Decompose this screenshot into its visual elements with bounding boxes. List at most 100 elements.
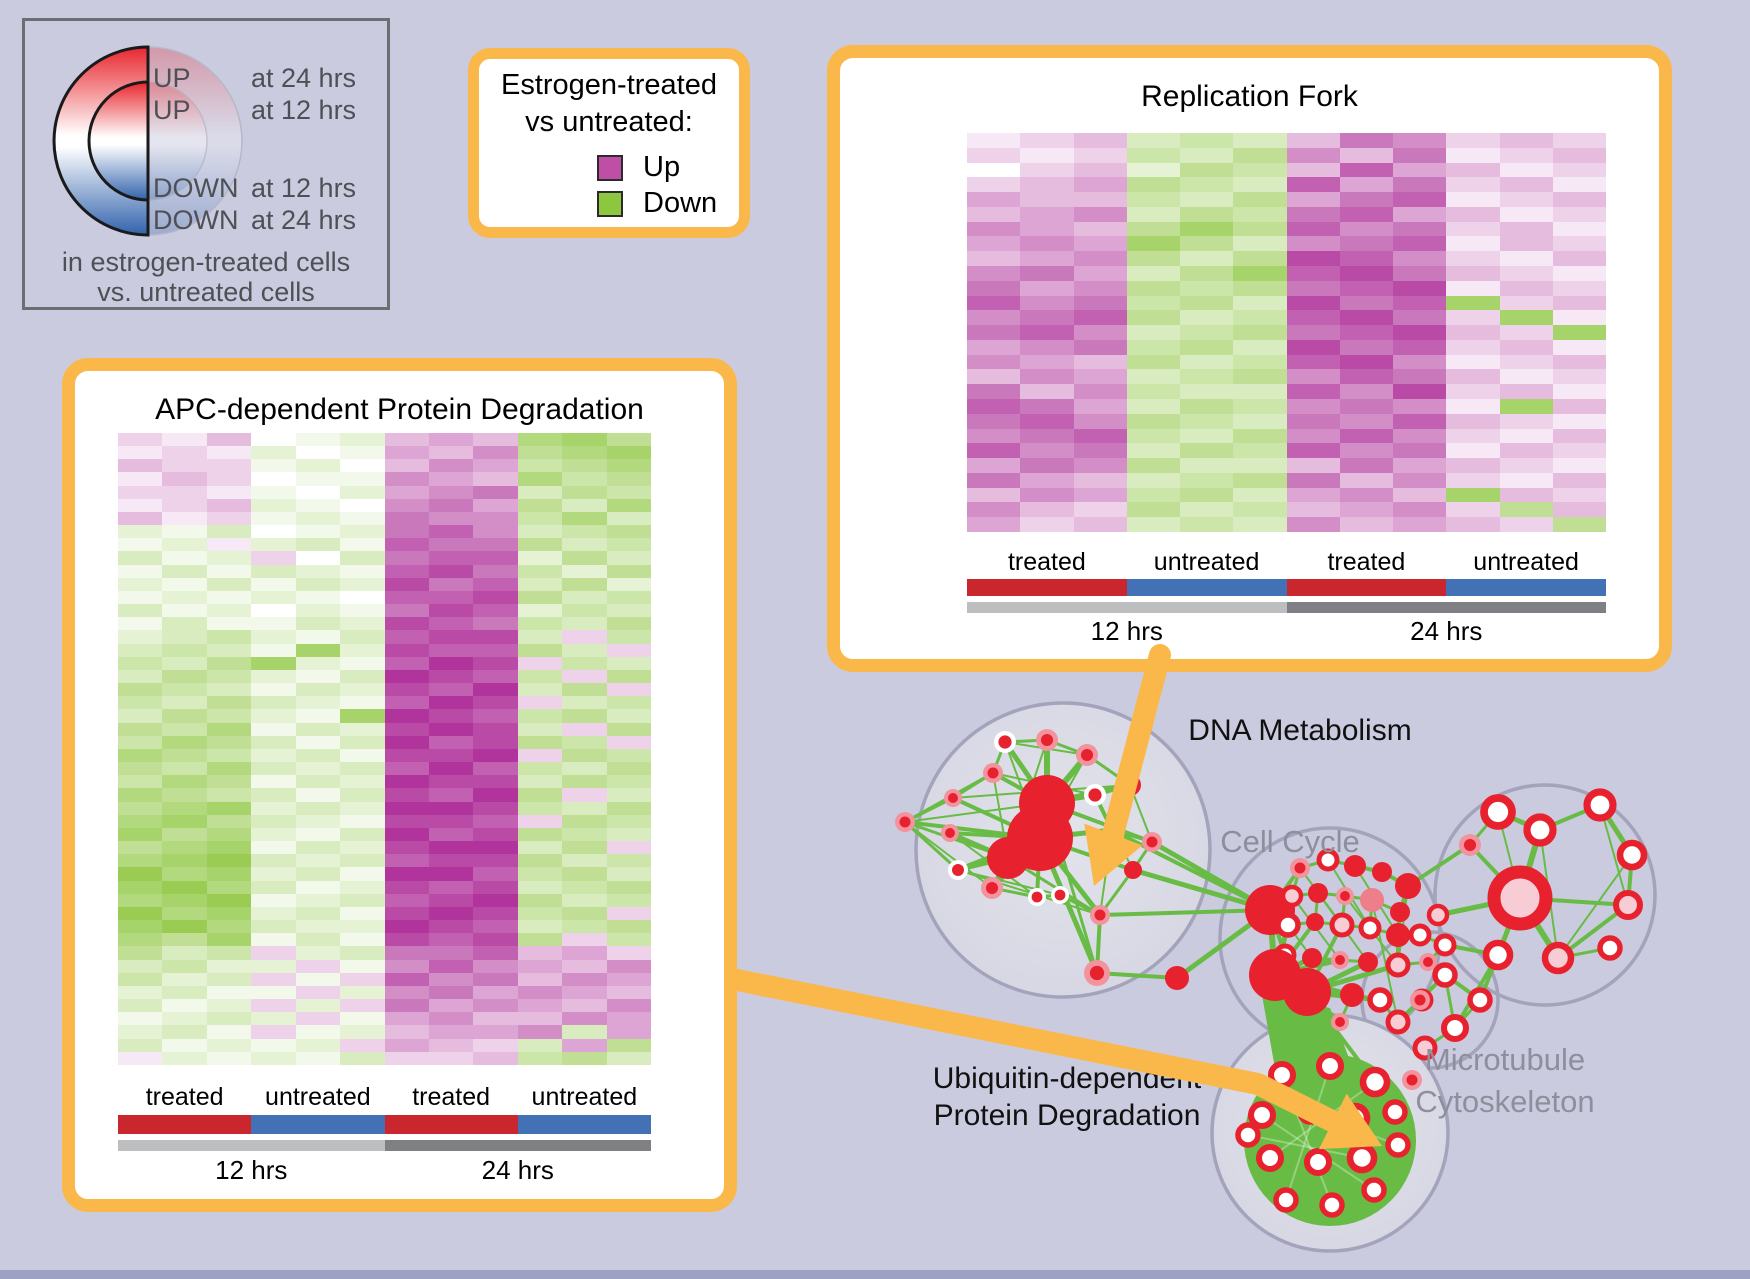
heatmap-cell (295, 880, 341, 894)
heatmap-cell (1499, 487, 1553, 503)
network-edge (1298, 858, 1330, 870)
gene-node-halo (1402, 1070, 1422, 1090)
heatmap-cell (162, 854, 207, 868)
gene-node-solid (1344, 855, 1366, 877)
network-edge (904, 802, 1048, 823)
network-edge (1004, 741, 1088, 756)
heatmap-cell (1233, 221, 1287, 237)
heatmap-cell (1233, 295, 1287, 311)
heatmap-cell (251, 538, 296, 552)
heatmap-cell (1073, 251, 1127, 266)
heatmap-cell (473, 854, 518, 868)
gene-node-halo-core (985, 881, 999, 895)
heatmap-cell (340, 696, 385, 710)
heatmap-cell (1552, 458, 1606, 473)
network-edge (1006, 856, 1102, 917)
heatmap-cell (517, 762, 563, 776)
heatmap-cell (1393, 162, 1447, 178)
network-edge (1518, 896, 1630, 907)
heatmap-cell (1020, 265, 1074, 281)
heatmap-cell (295, 999, 341, 1013)
heatmap-cell (606, 577, 651, 591)
heatmap-cell (606, 683, 651, 697)
heatmap-cell (340, 656, 385, 670)
heatmap-cell (562, 814, 607, 828)
gene-node-solid (1358, 952, 1378, 972)
heatmap-cell (1552, 162, 1606, 178)
heatmap-cell (384, 999, 429, 1013)
heatmap-cell (473, 788, 518, 802)
heatmap-cell (517, 722, 563, 736)
network-edge (1517, 895, 1561, 961)
heatmap-cell (1552, 251, 1606, 266)
gene-node-ring (1597, 935, 1623, 961)
heatmap-cell (517, 525, 563, 539)
heatmap-cell (1286, 517, 1340, 532)
treatment-bar-segment (967, 579, 1127, 596)
heatmap-cell (384, 1012, 429, 1026)
gene-node-ring (1523, 813, 1557, 847)
flow-arrow-head (1084, 823, 1143, 886)
heatmap-cell (295, 827, 341, 842)
gene-node-ring (1382, 1099, 1408, 1125)
heatmap-cell (562, 459, 607, 473)
heatmap-cell (517, 985, 563, 1000)
network-edge (903, 820, 1010, 860)
heatmap-cell (384, 696, 429, 710)
heatmap-cell (206, 433, 252, 447)
treatment-bar-segment (1286, 579, 1447, 596)
heatmap-cell (162, 1025, 207, 1039)
heatmap-cell (1020, 472, 1074, 488)
heatmap-cell (967, 487, 1021, 503)
gene-node-halo (1410, 990, 1430, 1010)
heatmap-cell (206, 538, 252, 552)
heatmap-cell (1126, 192, 1180, 207)
network-edge (1003, 738, 1049, 744)
heatmap-cell (162, 459, 207, 473)
heatmap-cell (1286, 206, 1340, 222)
heatmap-cell (562, 906, 607, 921)
heatmap-cell (162, 788, 207, 802)
heatmap-cell (118, 1025, 163, 1039)
network-edge (992, 772, 1096, 796)
heatmap-cell (473, 906, 518, 921)
heatmap-cell (473, 617, 518, 631)
heatmap-cell (967, 398, 1021, 414)
time-label: 24 hrs (481, 1155, 554, 1185)
heatmap-cell (606, 1012, 651, 1026)
gene-node-ring-pink (1412, 1035, 1438, 1061)
down-swatch-icon (597, 190, 623, 217)
heatmap-cell (967, 502, 1021, 518)
heatmap-cell (967, 133, 1021, 148)
heatmap-cell (162, 827, 207, 842)
network-edge (1418, 973, 1447, 1002)
heatmap-cell (1073, 472, 1127, 488)
heatmap-cell (384, 880, 429, 894)
heatmap-cell (118, 893, 163, 907)
heatmap-cell (473, 485, 518, 499)
heatmap-cell (428, 1038, 474, 1052)
heatmap-cell (428, 1012, 474, 1026)
network-edge (1340, 894, 1347, 927)
heatmap-cell (162, 1051, 207, 1065)
heatmap-cell (473, 920, 518, 934)
heatmap-cell (118, 775, 163, 789)
heatmap-cell (206, 748, 252, 763)
heatmap-cell (1446, 487, 1500, 503)
heatmap-cell (118, 1038, 163, 1052)
network-edge (1039, 754, 1088, 839)
heatmap-cell (295, 683, 341, 697)
heatmap-cell (340, 1051, 385, 1065)
heatmap-cell (517, 511, 563, 526)
heatmap-cell (1286, 354, 1340, 370)
heatmap-cell (384, 630, 429, 644)
panel-rf-title: Replication Fork (1141, 80, 1358, 113)
heatmap-cell (1126, 398, 1180, 414)
heatmap-cell (562, 788, 607, 802)
heatmap-cell (1499, 206, 1553, 222)
heatmap-cell (251, 551, 296, 565)
heatmap-cell (162, 959, 207, 973)
heatmap-cell (428, 788, 474, 802)
heatmap-cell (967, 236, 1021, 252)
heatmap-cell (1233, 236, 1287, 252)
